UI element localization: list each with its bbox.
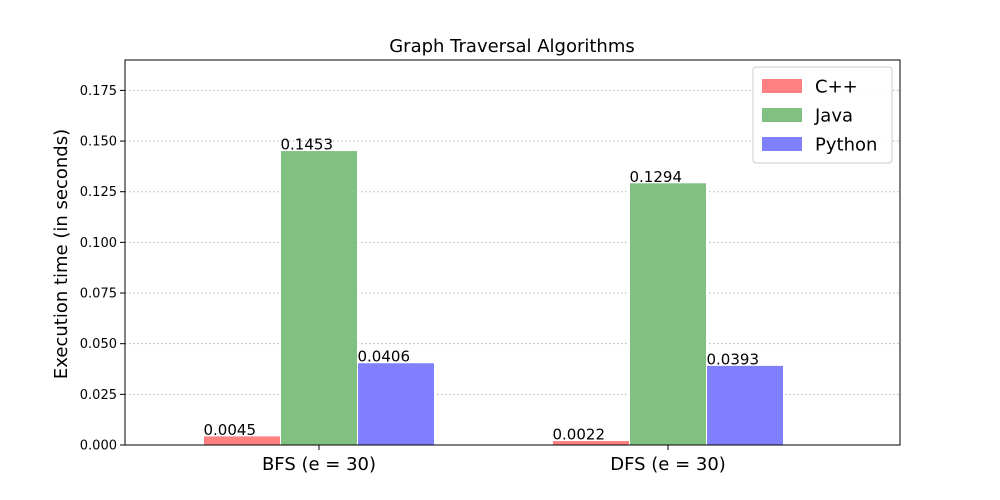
data-label: 0.0022: [553, 426, 606, 444]
y-tick-label: 0.150: [80, 135, 117, 150]
plot-frame: [124, 59, 901, 446]
chart-title: Graph Traversal Algorithms: [389, 36, 635, 57]
data-label: 0.0406: [358, 348, 411, 366]
y-axis-ticks: 0.000 0.025 0.050 0.075 0.100 0.125 0.150 0.175: [80, 84, 125, 454]
legend: C++ Java Python: [752, 66, 893, 164]
legend-label: C++: [815, 77, 858, 98]
data-label: 0.1294: [630, 168, 683, 186]
bars: [203, 150, 784, 446]
y-tick-label: 0.000: [80, 439, 117, 454]
bar-java-2: [629, 182, 707, 446]
x-tick-label: BFS (e = 30): [262, 454, 376, 475]
data-labels: 0.0045 0.1453 0.0406 0.0022 0.1294 0.0393: [204, 136, 760, 444]
y-tick-label: 0.175: [80, 84, 117, 99]
y-axis-label: Execution time (in seconds): [51, 129, 72, 379]
x-tick-label: DFS (e = 30): [610, 454, 726, 475]
legend-swatch-python: [762, 137, 802, 151]
x-axis-ticks: BFS (e = 30) DFS (e = 30): [262, 445, 726, 475]
data-label: 0.1453: [281, 136, 334, 154]
y-tick-label: 0.075: [80, 287, 117, 302]
y-tick-label: 0.050: [80, 337, 117, 352]
y-tick-label: 0.025: [80, 388, 117, 403]
legend-label: Java: [814, 106, 853, 127]
grid-lines: [125, 89, 900, 395]
bar-python-2: [706, 364, 784, 446]
y-tick-label: 0.100: [80, 236, 117, 251]
legend-swatch-c: [762, 79, 802, 93]
y-tick-label: 0.125: [80, 185, 117, 200]
bar-python-1: [357, 362, 435, 446]
legend-label: Python: [815, 135, 877, 156]
data-label: 0.0045: [204, 421, 257, 439]
legend-swatch-java: [762, 108, 802, 122]
bar-java-1: [280, 150, 358, 446]
data-label: 0.0393: [707, 350, 760, 368]
